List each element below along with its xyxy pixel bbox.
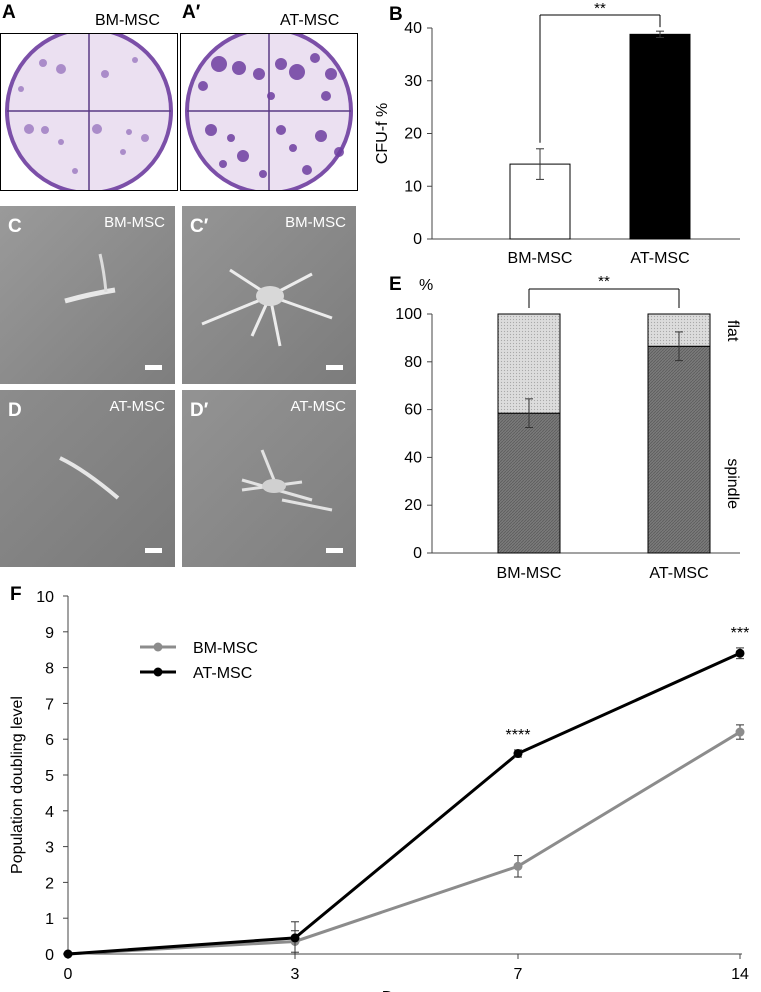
chart-e: 0 20 40 60 80 100% BM-MSC AT-MSC spindle flat ** [395, 273, 741, 582]
data-point-at-msc [513, 749, 523, 759]
x-tick-label: 7 [514, 966, 523, 983]
scale-bar [326, 548, 343, 553]
cell-image [64, 253, 116, 304]
chart-b: 0 10 20 30 40 CFU-f % BM-MSC AT-MSC ** [374, 0, 740, 267]
panel-title: BM-MSC [95, 12, 160, 29]
series-line-at-msc [67, 651, 741, 956]
panel-letter: A [2, 2, 16, 23]
y-tick-label: 0 [413, 545, 422, 562]
legend-marker [153, 667, 163, 677]
panel-letter: F [10, 584, 22, 605]
dish-at-msc [185, 34, 353, 190]
panel-letter: A′ [182, 2, 201, 23]
micrograph-c-prime: C′ BM-MSC [182, 206, 356, 384]
scale-bar [326, 365, 343, 370]
legend-marker [153, 642, 163, 652]
bar-at-msc [629, 33, 691, 240]
panel-letter: B [389, 4, 403, 25]
panel-letter: C [8, 216, 22, 237]
significance-label: *** [731, 625, 750, 642]
cell-image [241, 449, 333, 512]
y-tick-label: 20 [404, 126, 422, 143]
x-tick-label: 3 [291, 966, 300, 983]
bar-spindle-at-msc [647, 345, 711, 554]
x-tick-label: BM-MSC [497, 565, 562, 582]
y-tick-label: 9 [45, 625, 54, 642]
data-point-bm-msc [735, 727, 745, 737]
y-tick-label: 80 [404, 354, 422, 371]
x-tick-label: 14 [731, 966, 749, 983]
micrograph-d: D AT-MSC [0, 390, 175, 567]
x-tick-label: BM-MSC [508, 250, 573, 267]
panel-title: AT-MSC [109, 398, 165, 415]
panel-letter: E [389, 274, 402, 295]
legend-label: BM-MSC [193, 640, 258, 657]
y-tick-label: 60 [404, 402, 422, 419]
y-axis-label: % [419, 277, 433, 294]
panel-a-prime: A′ AT-MSC [180, 0, 360, 192]
series-line-bm-msc [67, 730, 741, 956]
data-point-bm-msc [513, 861, 523, 871]
y-tick-label: 2 [45, 875, 54, 892]
legend-label: AT-MSC [193, 665, 252, 682]
panel-b: B 0 10 20 30 40 CFU-f % BM-MSC AT-MSC ** [365, 0, 761, 280]
cell-image [201, 268, 333, 347]
panel-letter: D′ [190, 400, 209, 421]
micrograph-c: C BM-MSC [0, 206, 175, 384]
x-axis-label: Days [382, 989, 418, 992]
significance-label: **** [506, 727, 531, 744]
scale-bar [145, 365, 162, 370]
y-tick-label: 40 [404, 20, 422, 37]
y-tick-label: 4 [45, 804, 54, 821]
y-tick-label: 8 [45, 661, 54, 678]
series-label-spindle: spindle [724, 458, 741, 509]
x-tick-label: AT-MSC [630, 250, 689, 267]
panel-letter: C′ [190, 216, 209, 237]
y-tick-label: 100 [395, 306, 422, 323]
significance-label: ** [594, 0, 606, 17]
significance-label: ** [598, 273, 610, 290]
panel-a: A BM-MSC [0, 0, 180, 192]
panel-title: AT-MSC [290, 398, 346, 415]
data-point-at-msc [735, 648, 745, 658]
panel-title: AT-MSC [280, 12, 340, 29]
panel-letter: D [8, 400, 22, 421]
y-axis-label: CFU-f % [374, 103, 391, 164]
scale-bar [145, 548, 162, 553]
dish-frame [180, 33, 358, 191]
cell-image [59, 456, 120, 500]
dish-bm-msc [5, 34, 173, 190]
panel-e: E 0 20 40 60 80 100% BM-MSC AT-MSC spindle flat ** [365, 270, 761, 590]
x-tick-label: AT-MSC [649, 565, 708, 582]
y-tick-label: 0 [413, 231, 422, 248]
x-tick-label: 0 [64, 966, 73, 983]
y-axis-label: Population doubling level [9, 696, 26, 874]
y-tick-label: 40 [404, 449, 422, 466]
dish-frame [0, 33, 178, 191]
series-label-flat: flat [724, 320, 741, 342]
y-tick-label: 5 [45, 768, 54, 785]
y-tick-label: 30 [404, 73, 422, 90]
y-tick-label: 10 [404, 178, 422, 195]
y-tick-label: 0 [45, 947, 54, 964]
panel-title: BM-MSC [104, 214, 165, 231]
y-tick-label: 7 [45, 696, 54, 713]
bar-flat-bm-msc [497, 313, 561, 414]
micrograph-d-prime: D′ AT-MSC [182, 390, 356, 567]
data-point-at-msc [63, 949, 73, 959]
y-tick-label: 10 [36, 589, 54, 606]
y-tick-label: 1 [45, 911, 54, 928]
chart-f: 0 1 2 3 4 5 6 7 8 9 10 0 3 7 14 Days Population doubling… [9, 589, 750, 992]
panel-title: BM-MSC [285, 214, 346, 231]
y-tick-label: 3 [45, 840, 54, 857]
panel-f: F 0 1 2 3 4 5 6 7 8 9 10 0 3 7 14 Days Population doubli… [0, 582, 761, 992]
bar-spindle-bm-msc [497, 412, 561, 554]
y-tick-label: 6 [45, 732, 54, 749]
y-tick-label: 20 [404, 497, 422, 514]
data-point-at-msc [290, 933, 300, 943]
